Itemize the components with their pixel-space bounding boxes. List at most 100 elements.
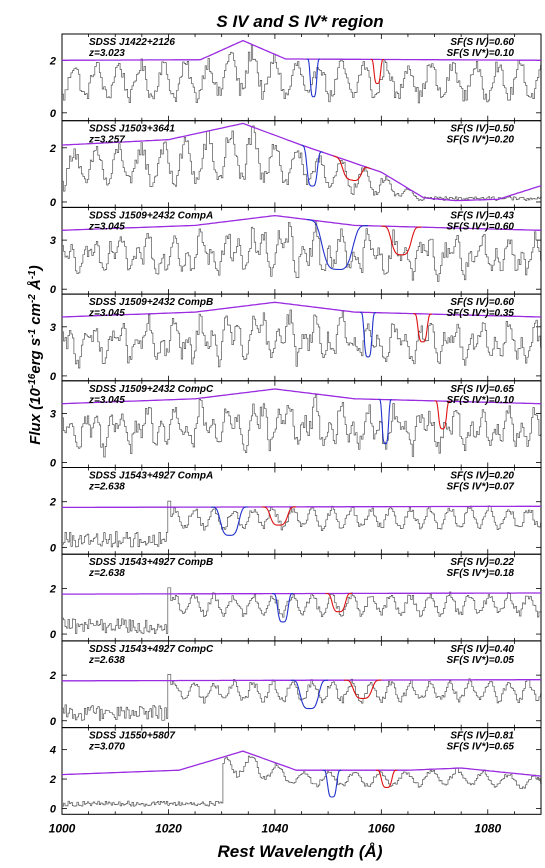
sivstar-model-line (381, 225, 422, 256)
sivstar-model-line (344, 679, 382, 699)
siv-model-line (272, 593, 294, 623)
panel-sf-sivstar: SF(S IV*)=0.20 (446, 135, 514, 146)
y-tick-label: 2 (49, 143, 56, 155)
continuum-line (61, 301, 542, 318)
continuum-line (62, 39, 541, 61)
panel-redshift: z=3.023 (88, 48, 125, 59)
siv-model-line (301, 144, 323, 187)
panel-sf-siv: SF(S IV)=0.40 (450, 644, 514, 655)
panel-object-name: SDSS J1509+2432 CompC (89, 384, 214, 395)
y-tick-label: 2 (49, 55, 56, 67)
x-axis-label: Rest Wavelength (Å) (218, 842, 383, 861)
panel-sf-siv: SF(S IV)=0.60 (450, 297, 514, 308)
spectrum-line (62, 755, 542, 807)
panel-object-name: SDSS J1509+2432 CompA (89, 210, 213, 221)
panel-object-name: SDSS J1550+5807 (89, 731, 175, 742)
siv-model-line (211, 506, 249, 536)
panel-sf-siv: SF(S IV)=0.50 (450, 124, 514, 135)
x-tick-label: 1080 (474, 821, 501, 835)
panel-sf-sivstar: SF(S IV*)=0.35 (446, 308, 514, 319)
panel-object-name: SDSS J1543+4927 CompA (89, 471, 213, 482)
y-tick-label: 0 (50, 197, 57, 209)
continuum-line (62, 592, 541, 595)
panel-redshift: z=2.638 (88, 568, 125, 579)
y-tick-label: 2 (49, 670, 56, 682)
sivstar-model-line (333, 155, 371, 182)
y-tick-label: 0 (50, 716, 57, 728)
sivstar-model-line (370, 58, 384, 85)
siv-model-line (378, 398, 392, 445)
y-tick-label: 2 (49, 497, 56, 509)
siv-model-line (290, 679, 329, 710)
y-tick-label: 0 (50, 542, 57, 554)
panel-redshift: z=2.638 (88, 655, 125, 666)
sivstar-model-line (325, 592, 353, 613)
panel-redshift: z=3.045 (88, 308, 125, 319)
spectrum-line (62, 125, 542, 201)
y-tick-label: 0 (50, 108, 57, 120)
y-tick-label: 3 (50, 409, 56, 421)
panel-sf-siv: SF(S IV)=0.60 (450, 37, 514, 48)
y-tick-label: 3 (50, 322, 56, 334)
continuum-line (62, 679, 541, 682)
panel-sf-siv: SF(S IV)=0.22 (450, 557, 514, 568)
panel-object-name: SDSS J1543+4927 CompB (89, 557, 213, 568)
y-tick-label: 0 (50, 458, 57, 470)
y-tick-label: 2 (49, 774, 56, 786)
spectrum-line (62, 500, 542, 548)
spectrum-line (62, 309, 542, 369)
y-tick-label: 3 (50, 235, 56, 247)
spectrum-line (62, 44, 542, 104)
spectrum-line (62, 587, 542, 634)
panel-sf-sivstar: SF(S IV*)=0.65 (446, 742, 514, 753)
x-tick-label: 1060 (368, 821, 395, 835)
spectrum-line (62, 220, 542, 282)
y-axis-label: Flux (10-16erg s-1 cm-2 Å-1) (27, 265, 44, 445)
panel-object-name: SDSS J1503+3641 (89, 124, 175, 135)
spectrum-line (62, 394, 542, 458)
panel-sf-siv: SF(S IV)=0.65 (450, 384, 514, 395)
panel-sf-siv: SF(S IV)=0.43 (450, 210, 514, 221)
y-tick-label: 0 (50, 629, 57, 641)
panel-sf-sivstar: SF(S IV*)=0.10 (446, 48, 514, 59)
siv-model-line (359, 311, 376, 358)
sivstar-model-line (413, 313, 432, 343)
y-tick-label: 0 (50, 803, 57, 815)
panel-sf-sivstar: SF(S IV*)=0.60 (446, 221, 514, 232)
panel-sf-sivstar: SF(S IV*)=0.10 (446, 395, 514, 406)
panel-redshift: z=3.257 (88, 135, 125, 146)
panel-sf-sivstar: SF(S IV*)=0.05 (446, 655, 514, 666)
panel-object-name: SDSS J1509+2432 CompB (89, 297, 213, 308)
continuum-line (61, 388, 542, 405)
y-tick-label: 0 (50, 284, 57, 296)
continuum-line (62, 505, 541, 509)
siv-model-line (306, 58, 321, 98)
continuum-line (61, 214, 542, 231)
panel-sf-sivstar: SF(S IV*)=0.07 (446, 482, 514, 493)
siv-model-line (322, 769, 342, 798)
sivstar-model-line (376, 769, 398, 788)
x-tick-label: 1040 (262, 821, 289, 835)
panel-object-name: SDSS J1543+4927 CompC (89, 644, 214, 655)
sivstar-model-line (261, 506, 297, 526)
sivstar-model-line (434, 400, 451, 430)
panel-sf-sivstar: SF(S IV*)=0.18 (446, 568, 514, 579)
y-tick-label: 4 (49, 745, 56, 757)
chart-title: S IV and S IV* region (216, 12, 383, 31)
panel-redshift: z=3.070 (88, 742, 125, 753)
panel-sf-siv: SF(S IV)=0.81 (450, 731, 514, 742)
panel-redshift: z=3.045 (88, 395, 125, 406)
panel-sf-siv: SF(S IV)=0.20 (450, 471, 514, 482)
x-tick-label: 1020 (155, 821, 182, 835)
